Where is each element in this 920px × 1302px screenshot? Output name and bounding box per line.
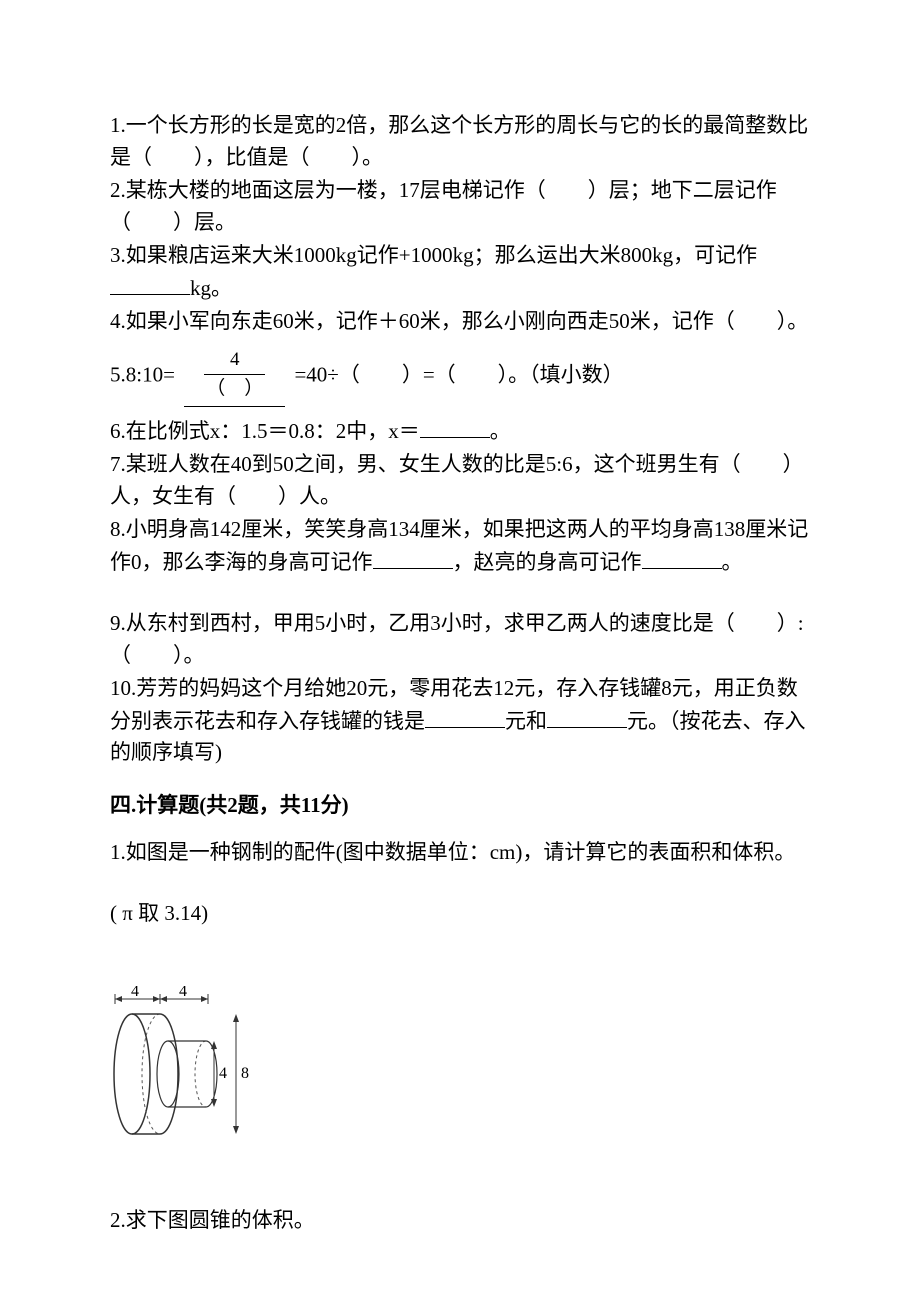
spacer bbox=[110, 1161, 810, 1205]
q10-blank-1 bbox=[425, 705, 505, 728]
section4-q1: 1.如图是一种钢制的配件(图中数据单位：cm)，请计算它的表面积和体积。 bbox=[110, 837, 810, 869]
dim-label-right: 4 bbox=[179, 986, 187, 1000]
q5-text-a: 5.8:10= bbox=[110, 362, 175, 386]
question-4: 4.如果小军向东走60米，记作＋60米，那么小刚向西走50米，记作（ ）。 bbox=[110, 306, 810, 338]
q5-denominator: （ ） bbox=[204, 375, 265, 404]
q6-blank bbox=[420, 415, 490, 438]
q3-text-a: 3.如果粮店运来大米1000kg记作+1000kg；那么运出大米800kg，可记… bbox=[110, 243, 757, 267]
question-8: 8.小明身高142厘米，笑笑身高134厘米，如果把这两人的平均身高138厘米记作… bbox=[110, 514, 810, 578]
q5-fraction-wrap: 4 （ ） bbox=[184, 346, 285, 407]
spacer bbox=[110, 932, 810, 976]
question-3: 3.如果粮店运来大米1000kg记作+1000kg；那么运出大米800kg，可记… bbox=[110, 240, 810, 304]
section4-q2: 2.求下图圆锥的体积。 bbox=[110, 1205, 810, 1237]
q5-fraction: 4 （ ） bbox=[204, 346, 265, 404]
cylinder-diagram: 4 4 4 8 bbox=[110, 986, 810, 1151]
q6-text-b: 。 bbox=[490, 419, 511, 443]
q8-text-b: ，赵亮的身高可记作 bbox=[453, 550, 642, 574]
question-9: 9.从东村到西村，甲用5小时，乙用3小时，求甲乙两人的速度比是（ ）:（ ）。 bbox=[110, 608, 810, 671]
question-2: 2.某栋大楼的地面这层为一楼，17层电梯记作（ ）层；地下二层记作（ ）层。 bbox=[110, 175, 810, 238]
q5-text-b: =40÷（ ）=（ ）。（填小数） bbox=[294, 362, 623, 386]
section-4-title: 四.计算题(共2题，共11分) bbox=[110, 789, 810, 819]
question-7: 7.某班人数在40到50之间，男、女生人数的比是5:6，这个班男生有（ ）人，女… bbox=[110, 449, 810, 512]
q10-blank-2 bbox=[547, 705, 627, 728]
dim-label-8: 8 bbox=[241, 1065, 249, 1082]
dim-label-left: 4 bbox=[131, 986, 139, 1000]
q8-blank-1 bbox=[373, 546, 453, 569]
q10-text-b: 元和 bbox=[505, 709, 547, 733]
q3-blank bbox=[110, 272, 190, 295]
question-5: 5.8:10= 4 （ ） =40÷（ ）=（ ）。（填小数） bbox=[110, 346, 810, 407]
dim-label-4: 4 bbox=[219, 1065, 227, 1082]
q6-text-a: 6.在比例式x：1.5＝0.8：2中，x＝ bbox=[110, 419, 420, 443]
q8-blank-2 bbox=[642, 546, 722, 569]
q8-text-c: 。 bbox=[722, 550, 743, 574]
spacer bbox=[110, 870, 810, 898]
question-1: 1.一个长方形的长是宽的2倍，那么这个长方形的周长与它的长的最简整数比是（ ），… bbox=[110, 110, 810, 173]
q3-text-b: kg。 bbox=[190, 276, 232, 300]
question-6: 6.在比例式x：1.5＝0.8：2中，x＝ 。 bbox=[110, 415, 810, 448]
question-10: 10.芳芳的妈妈这个月给她20元，零用花去12元，存入存钱罐8元，用正负数分别表… bbox=[110, 673, 810, 769]
spacer bbox=[110, 580, 810, 608]
section4-q1-note: ( π 取 3.14) bbox=[110, 898, 810, 930]
q5-numerator: 4 bbox=[204, 346, 265, 376]
